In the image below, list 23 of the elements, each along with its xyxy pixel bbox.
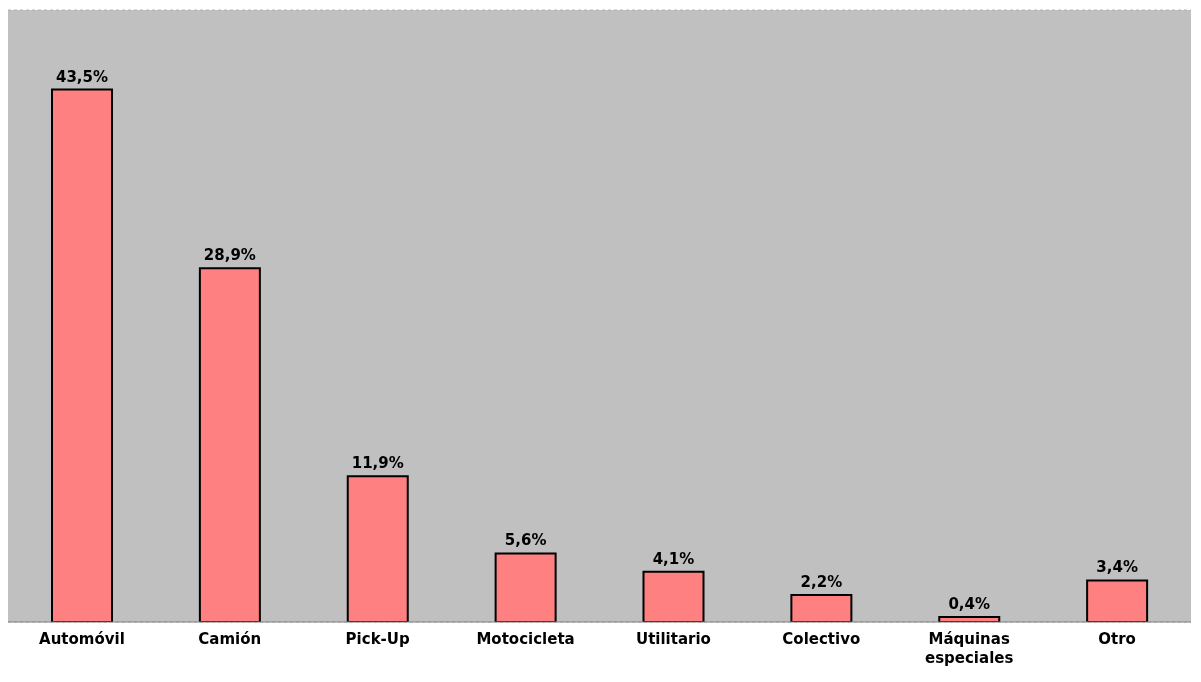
bar xyxy=(51,88,113,622)
x-tick-label: Camión xyxy=(198,630,262,648)
bar xyxy=(1086,579,1149,622)
bar xyxy=(198,267,261,622)
data-label: 43,5% xyxy=(55,67,109,86)
data-label: 3,4% xyxy=(1096,558,1138,577)
x-tick-label: Automóvil xyxy=(39,630,125,648)
bar xyxy=(790,594,853,622)
data-label: 2,2% xyxy=(800,573,843,592)
data-label: 4,1% xyxy=(652,549,695,568)
bar xyxy=(346,475,409,622)
bar xyxy=(642,570,705,622)
x-tick-label: Pick-Up xyxy=(345,630,411,648)
data-label: 11,9% xyxy=(351,454,404,473)
data-label: 5,6% xyxy=(504,531,547,550)
x-tick-label: Utilitario xyxy=(635,630,711,648)
x-tick-label: Motocicleta xyxy=(476,630,575,648)
x-tick-label: Máquinas especiales xyxy=(924,630,1014,667)
data-label: 28,9% xyxy=(203,246,256,265)
data-label: 0,4% xyxy=(948,595,991,614)
x-tick-label: Colectivo xyxy=(782,630,861,648)
x-tick-label: Otro xyxy=(1098,630,1136,648)
bar xyxy=(494,552,557,622)
